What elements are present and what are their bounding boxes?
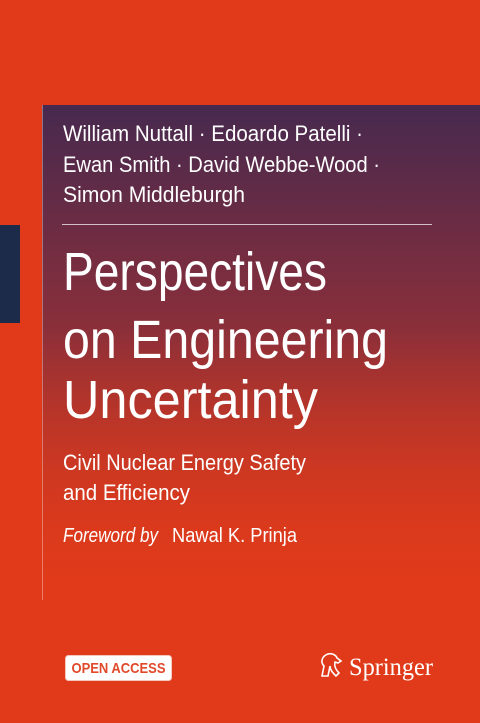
subtitle-line: Civil Nuclear Energy Safety [63, 450, 306, 475]
foreword-name: Nawal K. Prinja [172, 525, 298, 547]
foreword-label: Foreword by [63, 525, 159, 547]
subtitle-line: and Efficiency [63, 480, 190, 505]
author-line: Ewan Smith · David Webbe-Wood · [63, 152, 380, 177]
title-line: Uncertainty [63, 370, 318, 430]
publisher-logo [321, 652, 343, 678]
publisher-name: Springer [349, 654, 434, 681]
title-line: on Engineering [63, 310, 388, 370]
author-line: William Nuttall · Edoardo Patelli · [63, 121, 363, 146]
badge-text: OPEN ACCESS [72, 660, 166, 677]
author-line: Simon Middleburgh [63, 182, 245, 207]
badge-box [65, 655, 172, 681]
side-bar [0, 225, 20, 323]
panel [42, 105, 480, 600]
title-line: Perspectives [63, 242, 327, 302]
